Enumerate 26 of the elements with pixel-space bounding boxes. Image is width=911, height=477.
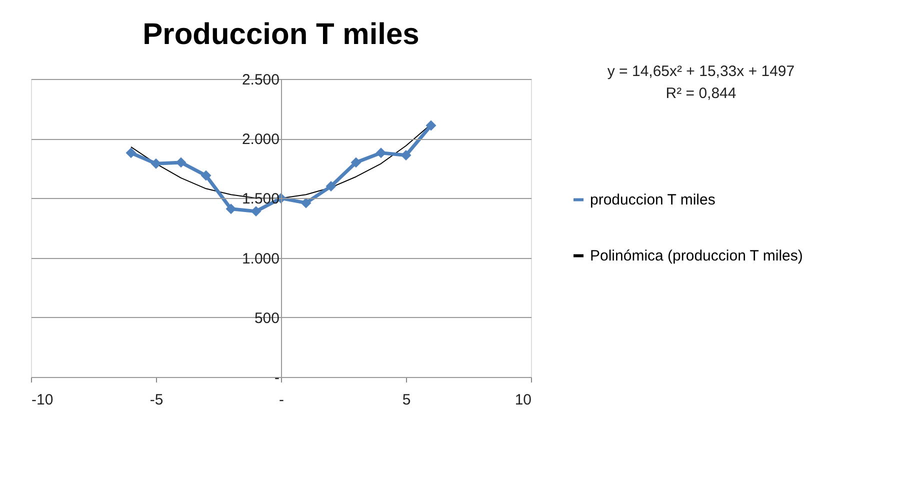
- y-tick-label: 1.000: [242, 250, 280, 268]
- y-tick-label: 2.500: [242, 72, 280, 88]
- point: [126, 148, 136, 158]
- legend-label: produccion T miles: [590, 192, 716, 209]
- x-tick-label: 10: [514, 392, 532, 408]
- point: [376, 148, 386, 158]
- point: [426, 120, 436, 131]
- x-tick-label: -10: [32, 392, 54, 408]
- point: [176, 157, 186, 168]
- point: [200, 170, 212, 181]
- legend-label: Polinómica (produccion T miles): [590, 248, 803, 265]
- y-tick-label: 500: [254, 310, 280, 327]
- point: [226, 204, 236, 214]
- point: [150, 158, 162, 169]
- x-tick-label: -5: [150, 392, 164, 408]
- point: [300, 198, 312, 208]
- x-tick-label: 5: [402, 392, 411, 408]
- y-tick-label: 2.000: [242, 131, 280, 148]
- text: y = 14,65x² + 15,33x + 1497: [607, 63, 795, 80]
- y-tick-label: -: [274, 370, 280, 386]
- point: [400, 150, 412, 161]
- text: R² = 0,844: [666, 85, 736, 102]
- point: [326, 181, 336, 192]
- point: [350, 157, 362, 168]
- chart-title: Produccion T miles: [142, 18, 420, 51]
- point: [250, 206, 262, 217]
